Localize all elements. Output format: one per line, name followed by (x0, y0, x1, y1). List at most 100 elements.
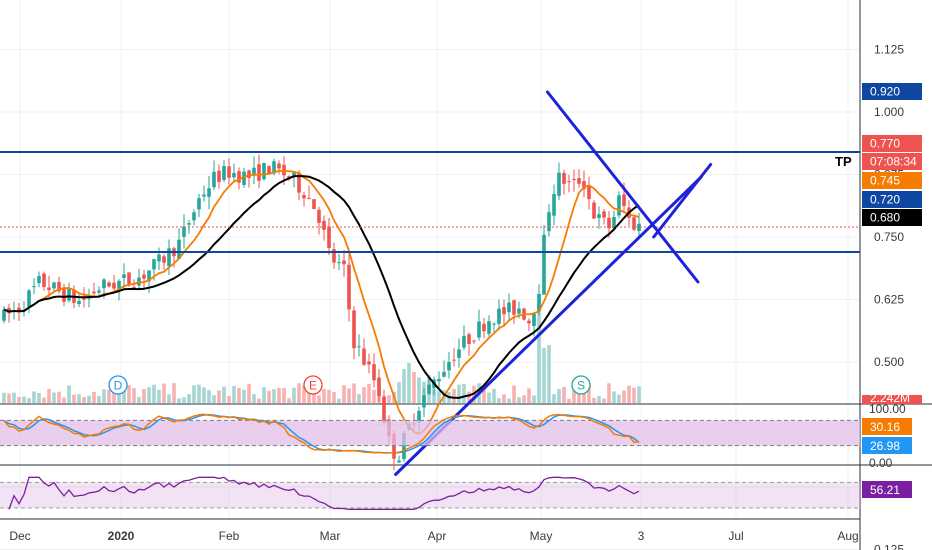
volume-tag-box (862, 395, 922, 404)
candle-body (557, 172, 561, 196)
candle (137, 268, 141, 289)
price-tag-box (862, 153, 922, 170)
candle (62, 283, 66, 307)
price-tag-text: 0.720 (870, 193, 900, 207)
volume-bar (282, 388, 286, 403)
candle-body (482, 323, 486, 332)
candle-body (577, 178, 581, 184)
candle-body (77, 300, 81, 305)
candle (142, 269, 146, 290)
volume-bar (197, 384, 201, 403)
volume-bar (57, 391, 61, 403)
time-tick-label: Aug (837, 529, 858, 543)
candlesticks[interactable] (2, 154, 641, 471)
candle-body (217, 170, 221, 182)
volume-bar (242, 389, 246, 403)
candle (352, 306, 356, 360)
price-tag-box (862, 135, 922, 152)
volume-bar (332, 391, 336, 403)
volume-tag-text: 2.242M (870, 391, 910, 405)
volume-bar (152, 384, 156, 403)
candle (362, 338, 366, 366)
volume-bar (42, 397, 46, 403)
candle (247, 169, 251, 188)
rsi-value-box (862, 481, 912, 498)
candle-body (157, 254, 161, 262)
candle (192, 209, 196, 226)
candle (507, 293, 511, 320)
candle (547, 204, 551, 237)
volume-bar (177, 398, 181, 403)
volume-bar (457, 384, 461, 403)
candle-body (352, 310, 356, 349)
candle (42, 271, 46, 291)
candle-body (92, 291, 96, 294)
volume-bar (592, 397, 596, 403)
moving-average-line (3, 174, 640, 399)
candle (422, 387, 426, 418)
price-tick-label: 0.500 (874, 355, 904, 369)
volume-bar (347, 388, 351, 403)
volume-bar (492, 388, 496, 403)
volume-bar (92, 392, 96, 403)
volume-bar (627, 385, 631, 403)
candle (592, 200, 596, 219)
candle-body (447, 361, 451, 371)
horizontal-levels[interactable]: TP (0, 151, 860, 253)
event-marker-circle (571, 375, 591, 395)
candle-body (82, 297, 86, 300)
candle-body (62, 288, 66, 302)
candle-body (232, 173, 236, 178)
candle-body (197, 198, 201, 210)
candle-body (317, 209, 321, 223)
volume-bar (362, 387, 366, 403)
candle-body (607, 217, 611, 229)
price-axis[interactable]: 1.1251.0000.8750.7500.6250.5000.3750.250… (869, 43, 906, 550)
candle-body (402, 432, 406, 460)
candle-body (587, 186, 591, 200)
volume-bar (587, 383, 591, 403)
candle-body (622, 194, 626, 207)
stochastic-tick-label: 0.00 (869, 456, 893, 470)
candle (472, 339, 476, 345)
volume-bar (467, 391, 471, 403)
candle-body (637, 223, 641, 231)
candle-body (207, 188, 211, 197)
candle-body (237, 171, 241, 183)
volume-bar (137, 397, 141, 403)
stochastic-d-tag: 26.98 (862, 437, 912, 454)
candle (487, 315, 491, 337)
price-tag: 0.680 (862, 209, 922, 226)
volume-bar (252, 394, 256, 403)
candle-body (252, 167, 256, 176)
event-marker-letter: E (309, 379, 317, 393)
candle-body (592, 202, 596, 219)
candle-body (177, 239, 181, 259)
volume-bar (187, 394, 191, 403)
candle-body (597, 214, 601, 219)
volume-bar (337, 398, 341, 403)
price-tags: 0.920 0.770 07:08:34 0.745 0.720 0.680 2.242M 3… (862, 83, 922, 498)
volume-bar (32, 391, 36, 403)
volume-bar (52, 392, 56, 403)
candle-body (127, 272, 131, 284)
price-tag-text: 0.770 (870, 137, 900, 151)
volume-bar (557, 389, 561, 403)
volume-bar (277, 387, 281, 403)
candle (162, 253, 166, 270)
time-axis[interactable]: Dec 2020 Feb Mar Apr May 3 Jul Aug (9, 529, 858, 543)
candle-body (32, 286, 36, 288)
candle (482, 317, 486, 339)
volume-bar (82, 397, 86, 403)
price-tick-label: 0.125 (874, 543, 904, 550)
candle-body (322, 220, 326, 230)
time-tick-label: Feb (219, 529, 240, 543)
volume-bar (77, 394, 81, 403)
candle-body (167, 248, 171, 267)
candle (257, 154, 261, 189)
candle-body (57, 281, 61, 292)
candle-body (27, 290, 31, 307)
candle (457, 338, 461, 368)
